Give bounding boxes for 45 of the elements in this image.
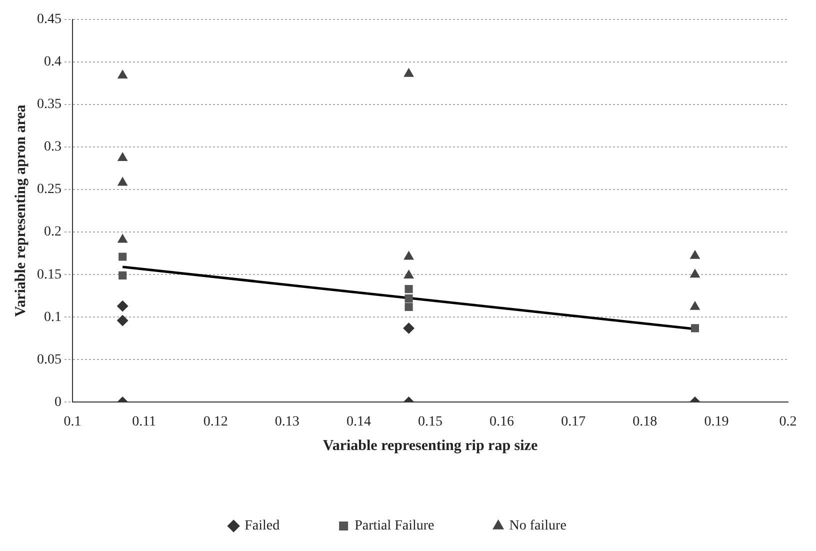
legend-label: Failed [244, 518, 280, 534]
x-tick-label: 0.17 [561, 414, 586, 430]
point [118, 271, 127, 280]
x-tick-label: 0.1 [64, 414, 82, 430]
y-tick-label: 0.2 [44, 224, 62, 240]
y-tick-label: 0.25 [37, 182, 62, 198]
x-tick-label: 0.14 [346, 414, 371, 430]
point [118, 252, 127, 261]
point [404, 68, 414, 77]
point [404, 270, 414, 278]
point [690, 250, 700, 259]
y-tick-label: 0.45 [37, 12, 62, 28]
y-tick-label: 0 [54, 394, 62, 410]
point [690, 301, 700, 310]
y-tick-label: 0.1 [44, 310, 62, 325]
x-tick-label: 0.11 [132, 414, 156, 430]
point [404, 251, 414, 260]
y-tick-label: 0.35 [37, 97, 62, 112]
x-tick-label: 0.19 [704, 414, 729, 430]
point [118, 177, 128, 186]
x-axis-title: Variable representing rip rap size [322, 438, 538, 454]
y-tick-label: 0.4 [44, 54, 62, 70]
x-tick-label: 0.13 [274, 414, 300, 430]
point [404, 294, 413, 302]
point [118, 234, 128, 243]
point [117, 315, 128, 326]
legend-label: No failure [509, 518, 566, 534]
point [404, 285, 413, 294]
point [118, 152, 128, 162]
x-tick-label: 0.15 [418, 414, 442, 430]
legend-label: Partial Failure [354, 518, 434, 534]
x-tick-label: 0.2 [779, 414, 797, 430]
y-tick-label: 0.15 [37, 267, 62, 282]
y-tick-label: 0.3 [44, 140, 62, 155]
point [118, 70, 128, 79]
y-axis-title: Variable representing apron area [12, 104, 29, 317]
point [690, 324, 700, 332]
point [690, 269, 700, 278]
x-tick-label: 0.12 [203, 414, 228, 430]
x-tick-label: 0.18 [632, 414, 658, 430]
point [403, 322, 414, 334]
point [117, 300, 128, 312]
point [404, 302, 413, 311]
y-tick-label: 0.05 [37, 352, 62, 368]
x-tick-label: 0.16 [490, 414, 514, 430]
